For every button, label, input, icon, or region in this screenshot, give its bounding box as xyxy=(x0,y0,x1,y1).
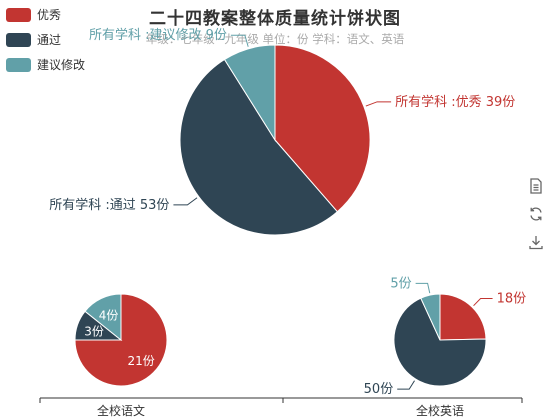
data-label: 所有学科 :优秀 39份 xyxy=(395,94,515,110)
save-image-icon[interactable] xyxy=(526,228,546,256)
label-leader-line xyxy=(173,197,198,206)
data-label: 所有学科 :通过 53份 xyxy=(49,197,169,213)
label-leader-line xyxy=(473,298,493,307)
pie-slice-建议修改 xyxy=(420,293,441,341)
legend-label: 通过 xyxy=(37,33,62,47)
legend-swatch xyxy=(6,57,31,72)
data-label: 4份 xyxy=(99,308,119,322)
pie-slice-建议修改 xyxy=(84,293,122,342)
legend-label: 建议修改 xyxy=(37,58,86,72)
pie-slice-通过 xyxy=(393,297,487,387)
pie-slice-通过 xyxy=(179,58,339,236)
x-tick-label: 全校语文 xyxy=(97,403,145,418)
legend-label: 优秀 xyxy=(37,8,62,22)
data-label: 5份 xyxy=(390,276,411,291)
legend-swatch xyxy=(6,32,31,47)
x-tick-label: 全校英语 xyxy=(416,403,464,418)
chart-subtitle: 年级：七年级~九年级 单位：份 学科：语文、英语 xyxy=(145,32,405,46)
label-leader-line xyxy=(415,282,431,294)
chart-title: 二十四教案整体质量统计饼状图 xyxy=(149,9,401,29)
data-label: 50份 xyxy=(364,382,394,397)
data-label: 所有学科 :建议修改 9份 xyxy=(89,27,227,43)
legend-item-excellent[interactable]: 优秀 xyxy=(6,2,85,27)
label-leader-line xyxy=(365,101,392,107)
label-leader-line xyxy=(230,34,249,47)
data-view-icon[interactable] xyxy=(526,172,546,200)
pie-slice-优秀 xyxy=(274,44,371,213)
legend-item-revise[interactable]: 建议修改 xyxy=(6,52,85,77)
label-leader-line xyxy=(397,380,415,390)
legend-item-pass[interactable]: 通过 xyxy=(6,27,85,52)
toolbox xyxy=(526,172,546,256)
legend-swatch xyxy=(6,7,31,22)
pie-slice-优秀 xyxy=(439,293,487,341)
data-label: 18份 xyxy=(497,292,527,307)
data-label: 21份 xyxy=(128,354,155,368)
legend: 优秀 通过 建议修改 xyxy=(6,2,85,77)
pie-3: 18份 50份 5份 xyxy=(364,276,526,397)
pie-slice-建议修改 xyxy=(223,44,276,142)
restore-icon[interactable] xyxy=(526,200,546,228)
data-label: 3份 xyxy=(84,325,104,339)
pie-2: 21份 3份 4份 xyxy=(74,293,168,387)
